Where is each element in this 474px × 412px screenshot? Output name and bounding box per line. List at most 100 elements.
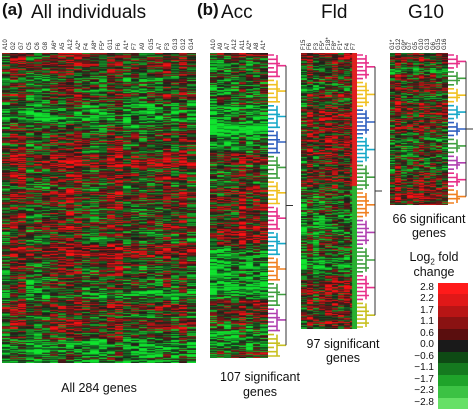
dendrogram-cluster [357,275,375,301]
color-scale-title-rest: fold [434,250,459,264]
color-scale-swatch [438,305,468,318]
panel-a-column-label: G15 [148,38,155,50]
color-scale-label: 1.1 [420,316,434,328]
fld-column-label: F7 [350,42,357,50]
fld-column-label: F1* [338,40,345,50]
color-scale-title-sub: 2 [430,257,435,267]
fld-column-label: F3 [313,42,320,50]
color-scale-swatch [438,294,468,306]
color-scale-swatch [438,374,468,387]
dendrogram-branch [448,155,466,170]
dendrogram-cluster [357,109,375,135]
dendrogram-branch [268,308,286,332]
color-scale: 2.8 2.2 1.7 1.1 0.6 0.0 −0.6 −1.1 −1.7 −2.3 −2.8 [394,282,474,409]
color-scale-label: −2.3 [414,385,434,397]
dendrogram-branch [448,88,466,103]
dendrogram-cluster [268,333,286,357]
panel-a-column-label: A8* [91,40,98,50]
dendrogram-cluster [268,155,286,179]
panel-a-caption: All 284 genes [61,381,137,395]
dendrogram-root [465,61,473,197]
dendrogram-cluster [448,104,466,120]
color-scale-row: −2.8 [394,396,474,409]
fld-title: Fld [321,2,348,23]
color-scale-label: 0.0 [420,339,434,351]
panel-a-column-label: F3 [164,42,171,50]
dendrogram-branch [448,121,466,137]
color-scale-row: 1.7 [394,304,474,318]
panel-a-column-label: A12 [67,39,74,50]
color-scale-row: −1.7 [394,373,474,387]
acc-title: Acc [221,2,253,23]
panel-a-column-label: G7 [19,41,26,50]
panel-a-column-label: G13 [172,38,179,50]
panel-a-column-label: G8 [43,41,50,50]
panel-a-column-label: G2 [11,41,18,50]
g10-column-label: G1* [389,39,396,50]
dendrogram-cluster [357,54,375,80]
dendrogram-cluster [357,302,375,328]
acc-caption-line1: 107 significant [220,370,300,384]
color-scale-label: 1.7 [420,304,434,316]
dendrogram-cluster [268,257,286,281]
g10-dendrogram [448,54,473,204]
acc-column-label: A12 [232,39,239,50]
dendrogram-cluster [268,283,286,306]
dendrogram-branch [357,247,375,273]
dendrogram-cluster [448,189,466,204]
color-scale-label: −2.8 [414,396,434,408]
dendrogram-branch [357,109,375,135]
panel-a-column-label: A2* [75,40,82,50]
dendrogram-branch [357,137,375,163]
dendrogram-cluster [448,121,466,137]
acc-column-label: A7 [225,42,232,50]
dendrogram-cluster [268,232,286,256]
acc-column-label: A11 [239,39,246,50]
fld-caption-line1: 97 significant [306,337,380,351]
g10-caption-line2: genes [411,226,447,240]
dendrogram-branch [357,302,375,328]
dendrogram-branch [268,257,286,281]
g10-heatmap [390,53,448,205]
color-scale-row: −0.6 [394,350,474,364]
dendrogram-cluster [357,164,375,190]
dendrogram-branch [268,206,286,230]
dendrogram-cluster [357,137,375,163]
color-scale-row: −1.1 [394,362,474,375]
dendrogram-branch [268,105,286,129]
panel-a-column-label: A1* [124,40,131,50]
dendrogram-cluster [268,130,286,154]
dendrogram-root [285,65,293,346]
dendrogram-branch [268,333,286,357]
g10-column-label: G13 [424,38,431,50]
fld-column-label: F6 [307,42,314,50]
panel-a-title: All individuals [31,2,147,23]
panel-a-column-label: C5 [27,42,34,50]
panel-a-column-label: F7 [132,42,139,50]
color-scale-label: −1.7 [414,373,434,385]
color-scale-row: 2.2 [394,293,474,306]
panel-a-letter: (a) [2,0,23,19]
color-scale-title-log: Log [409,250,431,264]
dendrogram-cluster [448,71,466,86]
dendrogram-cluster [448,172,466,187]
color-scale-label: −0.6 [414,350,434,362]
dendrogram-branch [268,155,286,179]
panel-a-column-label: F4 [83,42,90,50]
color-scale-label: 0.6 [420,327,434,339]
dendrogram-branch [268,283,286,306]
panel-a-column-label: G11 [108,39,115,50]
fld-column-label: F5* [319,40,326,50]
color-scale-swatch [438,283,468,295]
acc-column-label: A9 [217,42,224,50]
panel-a-column-label: C6 [35,42,42,50]
dendrogram-branch [357,219,375,245]
color-scale-row: 1.1 [394,316,474,329]
dendrogram-branch [357,81,375,107]
dendrogram-cluster [448,155,466,170]
dendrogram-branch [448,138,466,154]
panel-a-column-label: A6* [51,40,58,50]
panel-a-column-label: A10 [3,39,10,50]
dendrogram-cluster [268,105,286,129]
color-scale-label: −1.1 [414,362,434,374]
